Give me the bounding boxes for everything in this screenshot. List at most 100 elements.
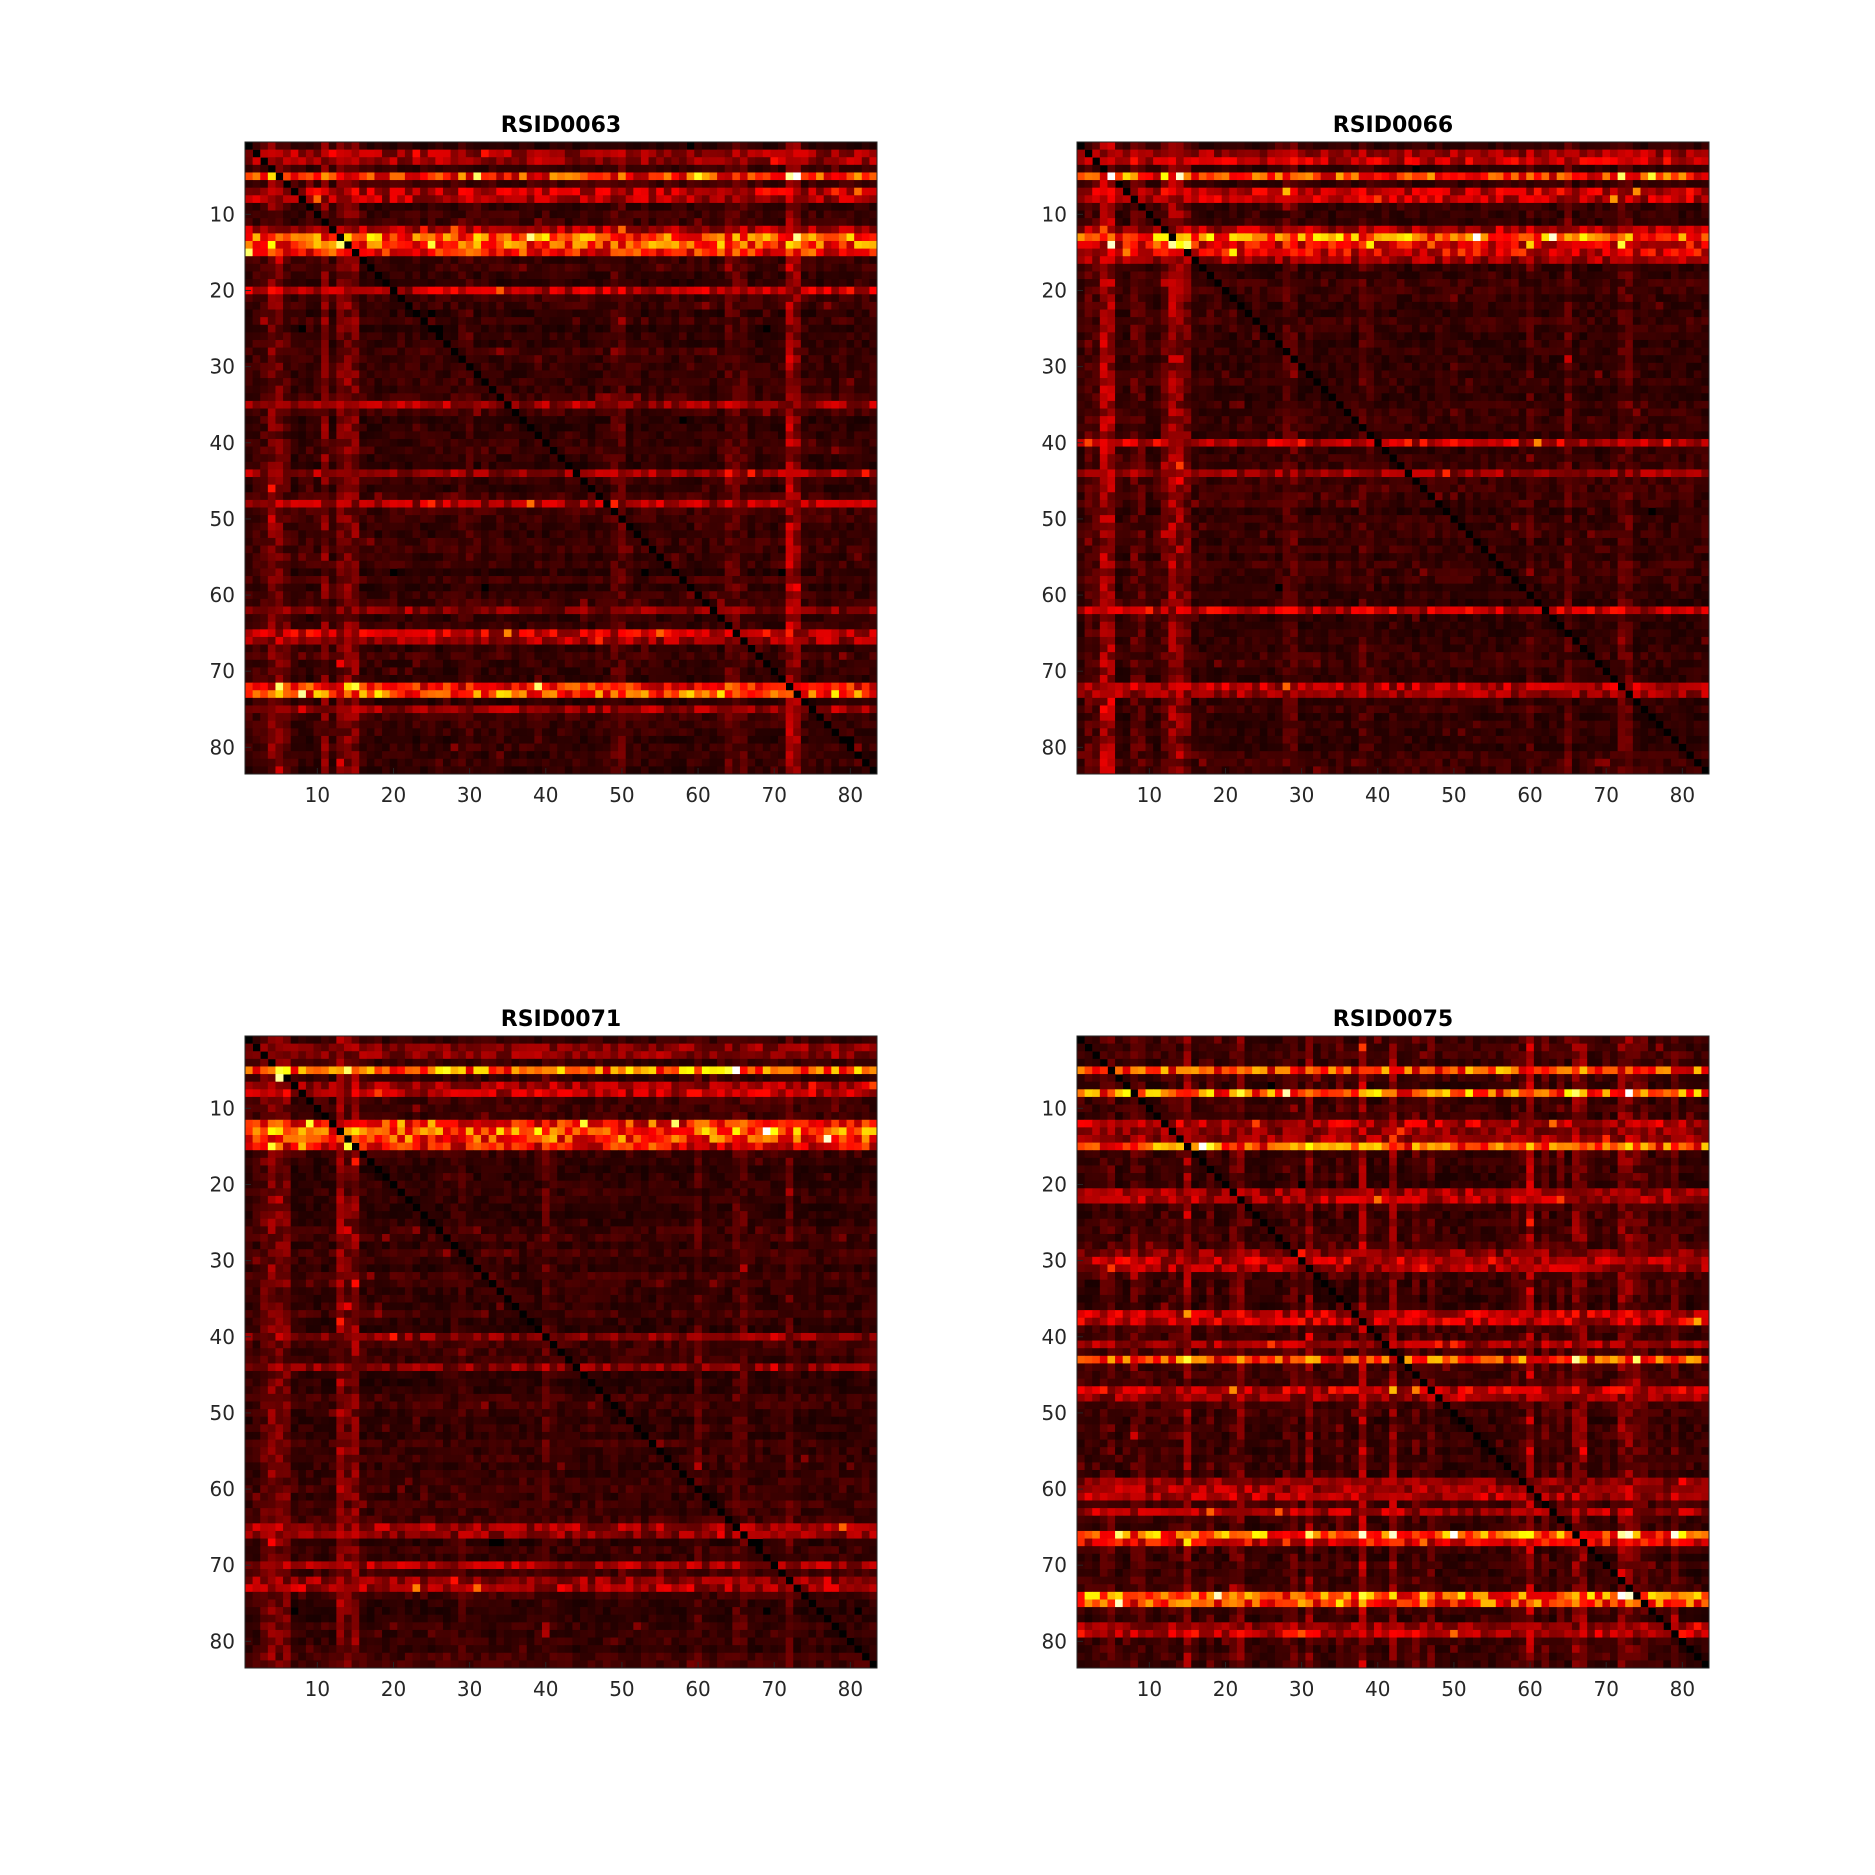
heatmap-cell <box>739 248 748 257</box>
heatmap-cell <box>572 157 581 166</box>
heatmap-cell <box>450 492 459 501</box>
heatmap-cell <box>618 347 627 356</box>
heatmap-cell <box>610 515 619 524</box>
heatmap-cell <box>861 522 870 531</box>
heatmap-cell <box>793 515 802 524</box>
heatmap-cell <box>420 355 429 364</box>
heatmap-cell <box>618 461 627 470</box>
heatmap-cell <box>526 355 535 364</box>
heatmap-cell <box>351 484 360 493</box>
heatmap-cell <box>450 233 459 242</box>
heatmap-cell <box>580 499 589 508</box>
heatmap-cell <box>610 157 619 166</box>
heatmap-cell <box>442 355 451 364</box>
heatmap-cell <box>534 172 543 181</box>
heatmap-cell <box>435 454 444 463</box>
heatmap-cell <box>671 469 680 478</box>
heatmap-cell <box>541 180 550 189</box>
heatmap-cell <box>800 210 809 219</box>
heatmap-cell <box>526 294 535 303</box>
heatmap-cell <box>526 362 535 371</box>
heatmap-cell <box>519 568 528 577</box>
heatmap-cell <box>328 202 337 211</box>
heatmap-cell <box>374 210 383 219</box>
heatmap-cell <box>458 317 467 326</box>
heatmap-cell <box>610 583 619 592</box>
heatmap-cell <box>625 324 634 333</box>
heatmap-cell <box>351 393 360 402</box>
heatmap-cell <box>541 256 550 265</box>
heatmap-cell <box>831 522 840 531</box>
heatmap-cell <box>557 431 566 440</box>
heatmap-cell <box>770 202 779 211</box>
heatmap-cell <box>663 477 672 486</box>
heatmap-cell <box>503 431 512 440</box>
heatmap-cell <box>549 256 558 265</box>
heatmap-cell <box>481 499 490 508</box>
heatmap-cell <box>549 537 558 546</box>
heatmap-cell <box>770 477 779 486</box>
heatmap-cell <box>686 416 695 425</box>
heatmap-cell <box>389 576 398 585</box>
heatmap-cell <box>694 484 703 493</box>
heatmap-cell <box>511 294 520 303</box>
heatmap-cell <box>458 347 467 356</box>
heatmap-cell <box>800 263 809 272</box>
heatmap-cell <box>717 202 726 211</box>
heatmap-cell <box>549 339 558 348</box>
heatmap-cell <box>275 187 284 196</box>
heatmap-cell <box>389 499 398 508</box>
heatmap-cell <box>770 271 779 280</box>
heatmap-cell <box>321 225 330 234</box>
heatmap-cell <box>351 568 360 577</box>
heatmap-cell <box>458 400 467 409</box>
heatmap-cell <box>313 301 322 310</box>
heatmap-cell <box>663 301 672 310</box>
heatmap-cell <box>732 339 741 348</box>
heatmap-cell <box>260 218 269 227</box>
heatmap-cell <box>580 446 589 455</box>
heatmap-cell <box>366 530 375 539</box>
heatmap-cell <box>313 317 322 326</box>
heatmap-cell <box>580 157 589 166</box>
heatmap-cell <box>496 240 505 249</box>
heatmap-cell <box>580 598 589 607</box>
heatmap-cell <box>800 416 809 425</box>
heatmap-cell <box>816 256 825 265</box>
heatmap-cell <box>526 225 535 234</box>
heatmap-cell <box>618 393 627 402</box>
heatmap-cell <box>755 157 764 166</box>
heatmap-cell <box>663 263 672 272</box>
heatmap-cell <box>450 591 459 600</box>
heatmap-cell <box>717 279 726 288</box>
heatmap-cell <box>717 416 726 425</box>
heatmap-cell <box>397 149 406 158</box>
heatmap-cell <box>321 507 330 516</box>
heatmap-cell <box>778 187 787 196</box>
heatmap-cell <box>557 530 566 539</box>
heatmap-cell <box>541 400 550 409</box>
heatmap-cell <box>397 202 406 211</box>
heatmap-cell <box>275 454 284 463</box>
heatmap-cell <box>267 484 276 493</box>
heatmap-cell <box>252 461 261 470</box>
heatmap-cell <box>808 256 817 265</box>
heatmap-cell <box>321 210 330 219</box>
heatmap-cell <box>610 477 619 486</box>
heatmap-cell <box>747 385 756 394</box>
heatmap-cell <box>435 286 444 295</box>
heatmap-cell <box>831 187 840 196</box>
heatmap-cell <box>534 286 543 295</box>
heatmap-cell <box>846 583 855 592</box>
heatmap-cell <box>717 339 726 348</box>
heatmap-cell <box>343 286 352 295</box>
heatmap-cell <box>526 469 535 478</box>
heatmap-cell <box>298 492 307 501</box>
heatmap-cell <box>557 499 566 508</box>
heatmap-cell <box>267 553 276 562</box>
heatmap-cell <box>305 195 314 204</box>
heatmap-cell <box>290 438 299 447</box>
heatmap-cell <box>328 423 337 432</box>
heatmap-cell <box>755 324 764 333</box>
heatmap-cell <box>442 317 451 326</box>
